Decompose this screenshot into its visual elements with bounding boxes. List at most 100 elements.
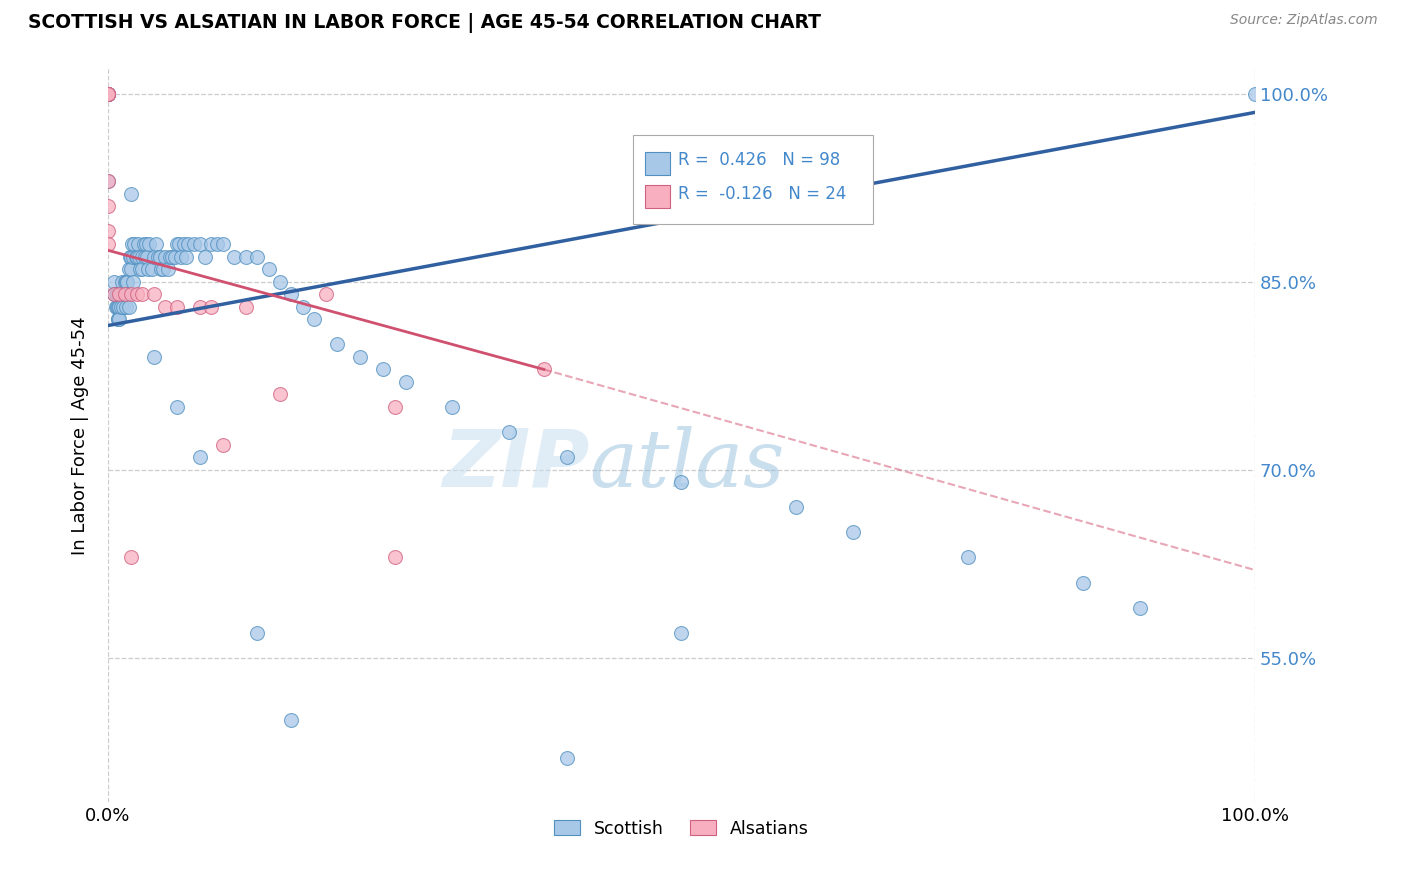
- Point: [120, 186, 142, 201]
- Point: [149, 250, 172, 264]
- Point: [269, 387, 291, 401]
- Point: [97, 174, 120, 188]
- Point: [205, 237, 228, 252]
- Point: [103, 287, 125, 301]
- Point: [280, 287, 302, 301]
- Text: SCOTTISH VS ALSATIAN IN LABOR FORCE | AGE 45-54 CORRELATION CHART: SCOTTISH VS ALSATIAN IN LABOR FORCE | AG…: [28, 13, 821, 33]
- Point: [117, 287, 139, 301]
- Point: [842, 525, 865, 540]
- Point: [97, 87, 120, 101]
- Point: [152, 262, 174, 277]
- Point: [373, 362, 395, 376]
- Point: [115, 300, 138, 314]
- Point: [349, 350, 371, 364]
- Point: [211, 237, 233, 252]
- Point: [120, 550, 142, 565]
- Point: [111, 287, 134, 301]
- Point: [108, 312, 131, 326]
- Point: [142, 350, 165, 364]
- Point: [188, 237, 211, 252]
- Point: [120, 287, 142, 301]
- Point: [97, 87, 120, 101]
- Point: [145, 237, 167, 252]
- Point: [155, 300, 177, 314]
- Point: [384, 550, 406, 565]
- Point: [97, 87, 120, 101]
- Text: Source: ZipAtlas.com: Source: ZipAtlas.com: [1230, 13, 1378, 28]
- Point: [97, 87, 120, 101]
- Point: [132, 237, 155, 252]
- Point: [125, 287, 148, 301]
- Point: [957, 550, 980, 565]
- Point: [177, 237, 200, 252]
- Point: [211, 437, 233, 451]
- Point: [1129, 600, 1152, 615]
- Point: [183, 237, 205, 252]
- Point: [315, 287, 337, 301]
- Point: [291, 300, 314, 314]
- Point: [163, 250, 186, 264]
- Point: [131, 287, 153, 301]
- Point: [125, 250, 148, 264]
- Point: [124, 250, 146, 264]
- Point: [200, 237, 222, 252]
- Point: [200, 300, 222, 314]
- Point: [97, 87, 120, 101]
- Y-axis label: In Labor Force | Age 45-54: In Labor Force | Age 45-54: [72, 316, 89, 555]
- Point: [280, 714, 302, 728]
- Point: [194, 250, 217, 264]
- Point: [257, 262, 280, 277]
- Point: [498, 425, 520, 439]
- Point: [97, 225, 120, 239]
- Point: [114, 287, 136, 301]
- Point: [103, 275, 125, 289]
- Point: [97, 87, 120, 101]
- Point: [129, 262, 152, 277]
- Point: [114, 287, 136, 301]
- Point: [107, 287, 129, 301]
- Point: [105, 287, 128, 301]
- Point: [107, 300, 129, 314]
- Point: [166, 237, 188, 252]
- Point: [246, 625, 269, 640]
- Point: [235, 250, 257, 264]
- Point: [122, 250, 145, 264]
- Point: [170, 250, 193, 264]
- Point: [111, 300, 134, 314]
- Point: [326, 337, 349, 351]
- Point: [138, 237, 160, 252]
- Point: [1071, 575, 1094, 590]
- Point: [131, 250, 153, 264]
- Point: [173, 237, 195, 252]
- Point: [120, 250, 142, 264]
- Point: [555, 450, 578, 465]
- Point: [671, 475, 693, 490]
- Point: [111, 275, 134, 289]
- Point: [142, 287, 165, 301]
- Point: [120, 262, 142, 277]
- Point: [149, 262, 172, 277]
- Point: [785, 500, 807, 515]
- Point: [115, 275, 138, 289]
- Point: [135, 237, 157, 252]
- Point: [246, 250, 269, 264]
- Point: [105, 300, 128, 314]
- Point: [127, 237, 149, 252]
- Text: ZIP: ZIP: [443, 425, 589, 504]
- Point: [384, 400, 406, 414]
- Point: [97, 199, 120, 213]
- Point: [131, 262, 153, 277]
- Point: [160, 250, 183, 264]
- Point: [107, 312, 129, 326]
- Point: [166, 400, 188, 414]
- Point: [117, 262, 139, 277]
- Point: [533, 362, 555, 376]
- Point: [122, 275, 145, 289]
- Point: [108, 300, 131, 314]
- Point: [304, 312, 326, 326]
- Point: [134, 250, 156, 264]
- Point: [174, 250, 197, 264]
- Point: [97, 174, 120, 188]
- Point: [159, 250, 181, 264]
- Point: [117, 300, 139, 314]
